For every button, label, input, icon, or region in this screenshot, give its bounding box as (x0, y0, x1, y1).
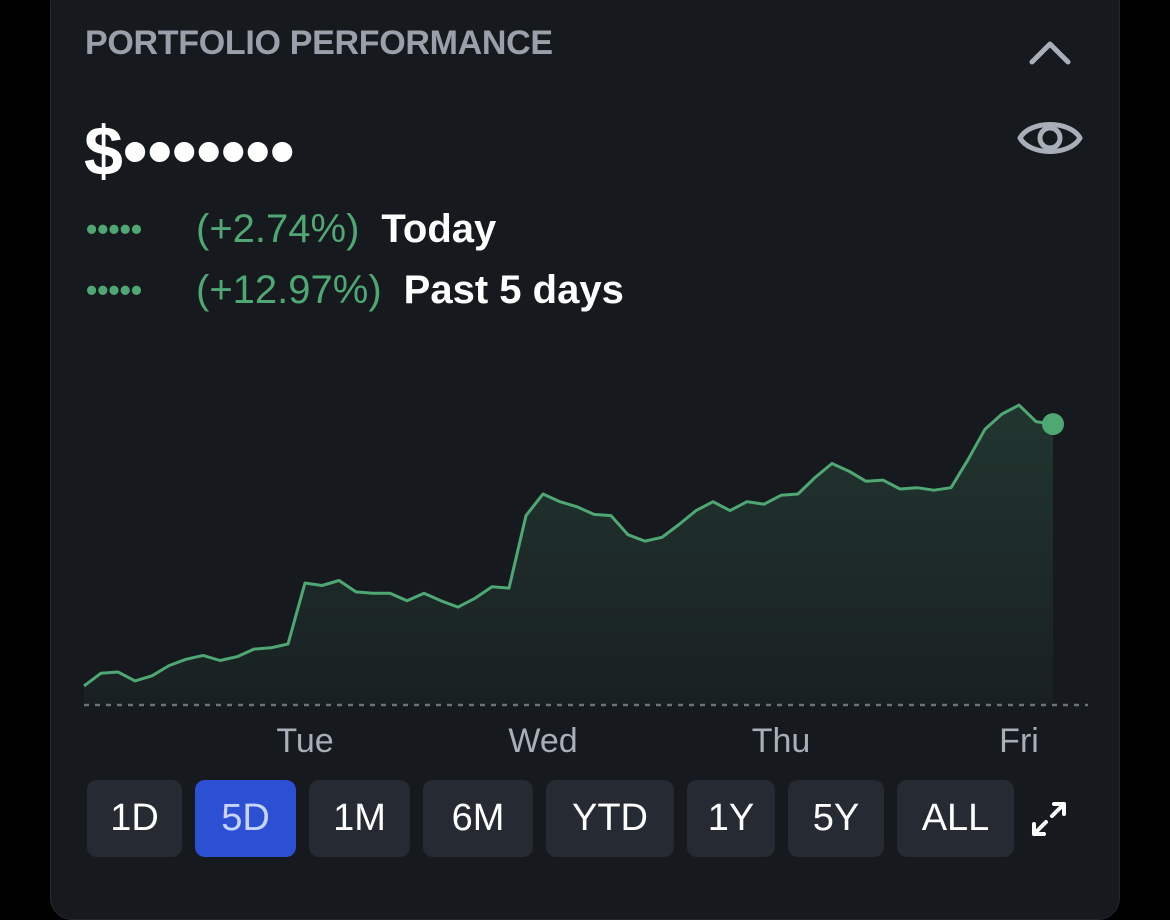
expand-icon[interactable] (1030, 800, 1068, 838)
range-button-1y[interactable]: 1Y (687, 780, 775, 857)
eye-icon[interactable] (1016, 112, 1084, 164)
stat-today: ••••• (+2.74%) Today (86, 205, 496, 253)
range-button-5d[interactable]: 5D (195, 780, 296, 857)
today-change-masked: ••••• (86, 211, 143, 247)
chevron-up-icon[interactable] (1026, 34, 1074, 68)
portfolio-balance: $••••••• (84, 112, 295, 190)
stat-past-5-days: ••••• (+12.97%) Past 5 days (86, 266, 624, 314)
x-tick-label: Fri (999, 722, 1039, 760)
time-range-selector: 1D 5D 1M 6M YTD 1Y 5Y ALL (87, 780, 1014, 857)
range-button-6m[interactable]: 6M (423, 780, 533, 857)
today-change-percent: (+2.74%) (196, 207, 360, 251)
x-tick-label: Tue (276, 722, 334, 760)
past-5-days-change-masked: ••••• (86, 272, 143, 308)
x-tick-label: Wed (508, 722, 578, 760)
card-title: PORTFOLIO PERFORMANCE (85, 24, 553, 62)
past-5-days-label: Past 5 days (403, 268, 624, 312)
range-button-5y[interactable]: 5Y (788, 780, 884, 857)
range-button-1m[interactable]: 1M (309, 780, 410, 857)
range-button-all[interactable]: ALL (897, 780, 1014, 857)
x-tick-label: Thu (751, 722, 811, 760)
range-button-1d[interactable]: 1D (87, 780, 182, 857)
range-button-ytd[interactable]: YTD (546, 780, 674, 857)
past-5-days-change-percent: (+12.97%) (196, 268, 382, 312)
today-label: Today (381, 207, 497, 251)
